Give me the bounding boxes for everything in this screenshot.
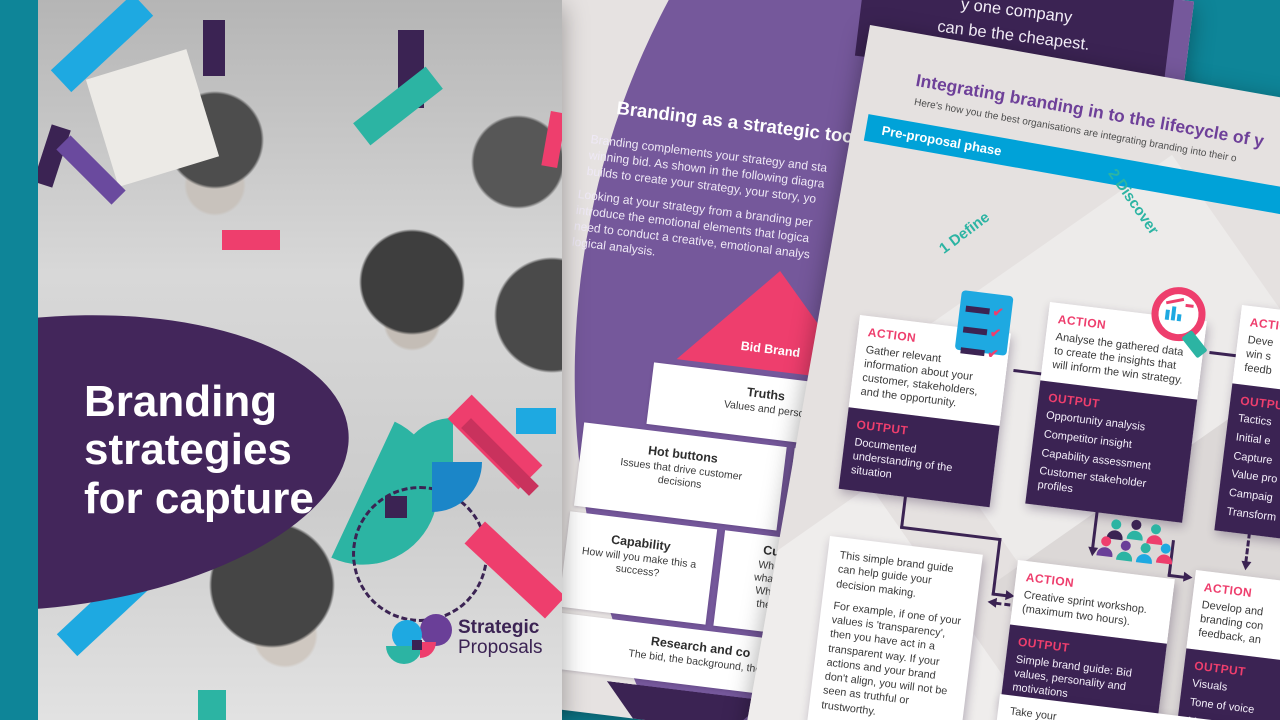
confetti-teal-rect xyxy=(198,690,226,720)
cyan-rect xyxy=(516,408,556,434)
strategic-proposals-logo: Strategic Proposals xyxy=(386,606,556,676)
cover-title-line: strategies xyxy=(84,425,292,475)
cover-title-line: for capture xyxy=(84,473,314,523)
checklist-icon: ✔ ✔ ✔ xyxy=(954,290,1014,362)
pyramid-capability: Capability How will you make this a succ… xyxy=(558,511,718,625)
flow-box-4: ACTION Creative sprint workshop. (maximu… xyxy=(1000,560,1175,720)
left-teal-strip xyxy=(0,0,38,720)
logo-square-dark xyxy=(412,640,422,650)
logo-half-teal xyxy=(386,646,422,664)
cover-title-line: Branding xyxy=(84,377,278,426)
note-paragraph: For example, if one of your values is 't… xyxy=(820,599,962,718)
purple-square xyxy=(385,496,407,518)
logo-circle-purple xyxy=(420,614,452,646)
logo-word: Strategic xyxy=(458,617,540,638)
confetti-pink-rect xyxy=(222,230,280,250)
brand-guide-note: This simple brand guide can help guide y… xyxy=(807,536,983,720)
logo-word: Proposals xyxy=(458,637,543,658)
workshop-people-icon xyxy=(1096,518,1184,583)
action-text-line: feedb xyxy=(1243,361,1273,378)
strategic-proposals-logo-mark xyxy=(386,606,452,672)
magnifier-chart-icon xyxy=(1146,284,1224,362)
confetti-purple-rect xyxy=(203,20,225,76)
logo-wordmark: Strategic Proposals xyxy=(458,618,543,658)
cover-title: Branding strategies for capture xyxy=(84,377,314,523)
note-paragraph: This simple brand guide can help guide y… xyxy=(835,549,955,600)
cover-page: Branding strategies for capture Strategi… xyxy=(0,0,562,720)
dashed-circle xyxy=(352,486,488,622)
step-label-define: 1 Define xyxy=(936,208,993,258)
logo-quarter-pink xyxy=(420,642,436,658)
output-item: Transform xyxy=(1225,505,1277,524)
